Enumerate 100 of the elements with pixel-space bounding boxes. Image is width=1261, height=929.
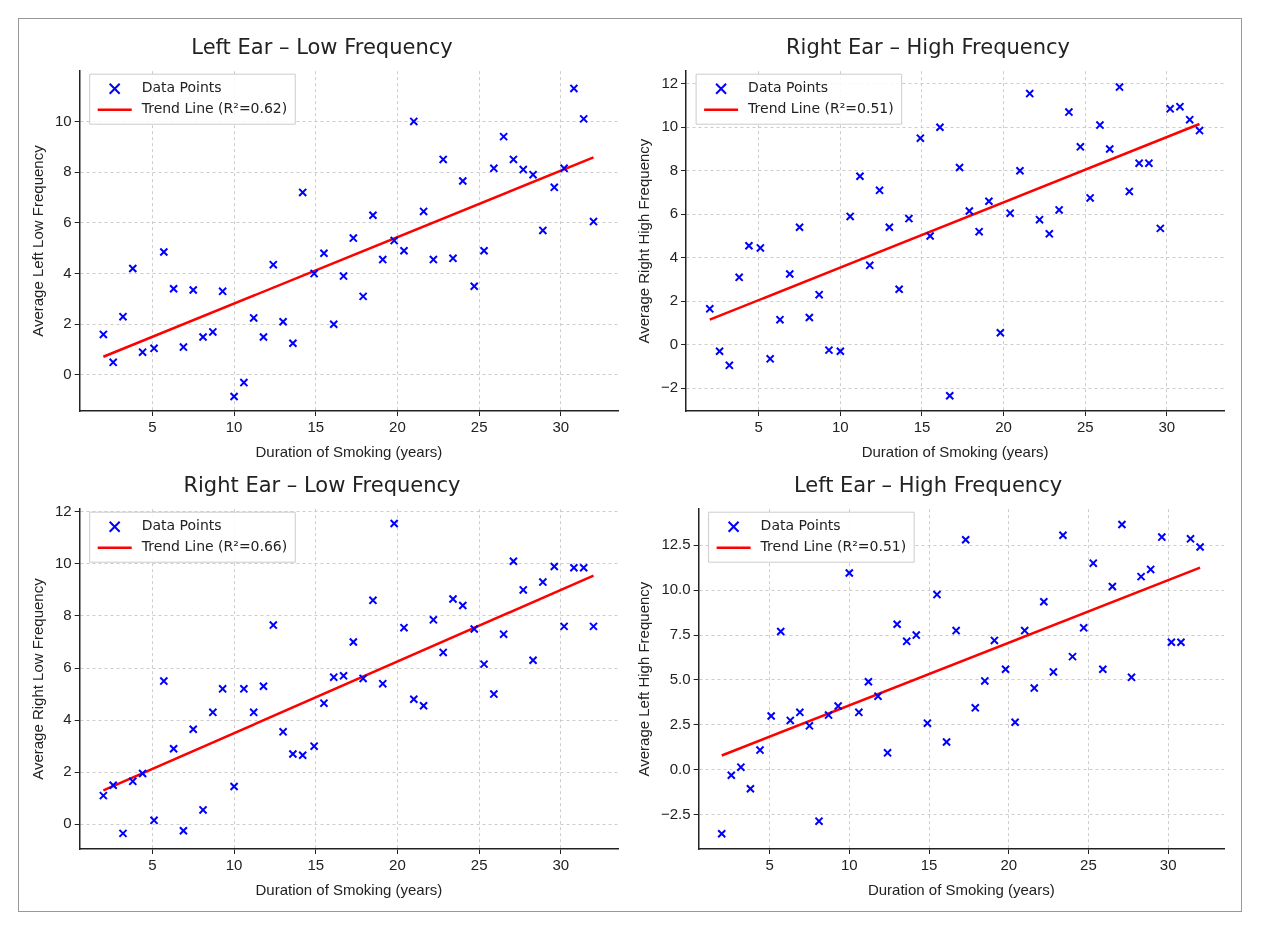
point	[458, 601, 468, 611]
x-tick-label: 5	[148, 418, 157, 436]
point	[1195, 542, 1205, 552]
point	[814, 290, 824, 300]
point	[518, 165, 528, 175]
point	[776, 626, 786, 636]
point	[458, 176, 468, 186]
point	[932, 590, 942, 600]
point	[1064, 107, 1074, 117]
point	[239, 378, 249, 388]
point	[785, 269, 795, 279]
point	[844, 568, 854, 578]
point	[98, 791, 108, 801]
point	[744, 241, 754, 251]
point	[138, 347, 148, 357]
point	[118, 828, 128, 838]
legend-label: Data Points	[141, 79, 222, 96]
point	[448, 253, 458, 263]
y-tick-label: 2	[63, 314, 72, 332]
point	[518, 585, 528, 595]
point	[569, 83, 579, 93]
point	[1067, 652, 1078, 662]
point	[438, 647, 448, 657]
point	[863, 677, 873, 687]
point	[399, 623, 409, 633]
point	[1085, 193, 1095, 203]
y-tick-label: 4	[63, 710, 72, 728]
point	[1079, 623, 1089, 633]
point	[188, 724, 198, 734]
point	[538, 577, 548, 587]
point	[378, 679, 388, 689]
point	[804, 312, 814, 323]
point	[935, 122, 945, 132]
point	[268, 260, 278, 270]
x-tick-label: 25	[1080, 856, 1097, 874]
point	[833, 701, 843, 711]
point	[1005, 208, 1015, 218]
legend-label: Data Points	[141, 517, 222, 534]
x-tick-label: 15	[307, 856, 325, 874]
point	[198, 805, 208, 815]
point	[208, 707, 218, 717]
y-tick-label: 2.5	[669, 715, 691, 733]
x-tick-label: 15	[920, 856, 938, 874]
point	[128, 776, 138, 786]
point	[1044, 229, 1054, 239]
point	[955, 162, 965, 173]
point	[499, 132, 509, 142]
point	[1025, 89, 1035, 99]
point	[795, 707, 805, 717]
point	[249, 313, 259, 323]
y-axis-title: Average Left High Frequency	[635, 581, 653, 777]
point	[854, 707, 864, 717]
point	[588, 621, 599, 631]
y-tick-label: −2	[660, 378, 679, 396]
point	[278, 317, 288, 327]
x-axis-title: Duration of Smoking (years)	[255, 443, 443, 461]
y-tick-label: 0.0	[669, 760, 691, 778]
x-tick-label: 5	[765, 856, 774, 874]
point	[734, 272, 744, 282]
legend-label: Trend Line (R²=0.51)	[759, 538, 907, 555]
point	[1136, 572, 1146, 582]
point	[489, 163, 499, 173]
point	[508, 556, 518, 566]
point	[925, 231, 935, 241]
point	[419, 701, 429, 711]
x-tick-label: 30	[552, 418, 570, 436]
point	[288, 338, 298, 348]
point	[1185, 115, 1195, 125]
point	[1098, 664, 1108, 674]
x-tick-label: 5	[148, 856, 157, 874]
point	[804, 721, 814, 731]
y-tick-label: 7.5	[669, 625, 691, 643]
point	[1001, 664, 1011, 674]
point	[469, 281, 479, 291]
point	[1194, 126, 1205, 136]
point	[538, 225, 548, 235]
point	[1134, 158, 1144, 168]
point	[528, 655, 538, 665]
point	[298, 187, 308, 197]
point	[288, 749, 298, 759]
point	[218, 684, 228, 694]
point	[528, 170, 538, 180]
y-tick-label: 8	[63, 606, 72, 624]
point	[884, 222, 894, 232]
point	[980, 676, 990, 686]
point	[1124, 186, 1134, 196]
legend-label: Data Points	[748, 79, 829, 96]
point	[319, 698, 329, 708]
y-axis-title: Average Right Low Frequency	[29, 577, 47, 780]
point	[904, 214, 914, 224]
x-tick-label: 10	[832, 418, 849, 436]
point	[339, 271, 349, 281]
point	[1054, 205, 1064, 215]
point	[108, 357, 118, 367]
chart-title: Right Ear – High Frequency	[785, 35, 1071, 60]
point	[766, 711, 776, 721]
point	[814, 816, 824, 826]
point	[1146, 564, 1156, 574]
point	[298, 750, 308, 760]
point	[278, 727, 288, 737]
